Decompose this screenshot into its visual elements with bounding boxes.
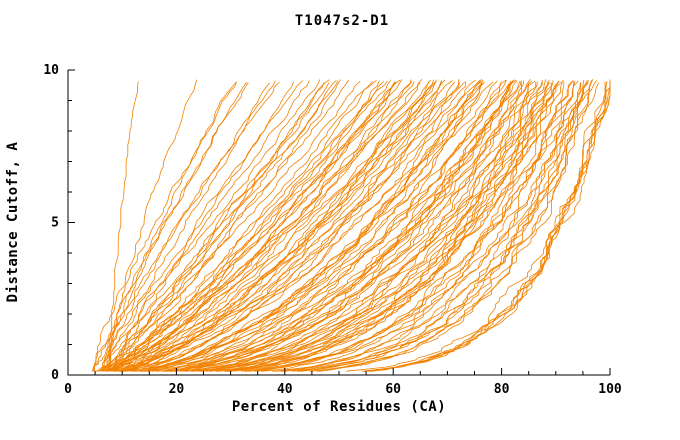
model-curve [243,80,576,372]
axes-group: 0 20 40 60 80 100 0 5 10 [43,63,622,397]
model-curve [95,79,321,372]
model-curve [94,81,237,372]
model-curve [228,79,564,372]
x-axis-label: Percent of Residues (CA) [232,399,446,415]
model-curve [120,79,412,372]
model-curve [109,82,325,372]
y-tick-label: 10 [43,63,59,78]
model-curve [120,81,467,372]
model-curve [301,82,591,372]
model-curve [368,81,611,372]
model-curve [91,81,280,372]
model-curve [105,79,350,372]
x-tick-label: 80 [494,382,510,397]
model-curve [161,81,502,372]
model-curve [98,79,403,372]
y-axis-label: Distance Cutoff, A [5,142,21,303]
curves-group [91,78,611,372]
x-tick-label: 40 [277,382,293,397]
model-curve [272,80,588,372]
model-curve [127,79,481,372]
model-curve [184,81,543,372]
model-curve [140,80,498,372]
x-tick-label: 60 [385,382,401,397]
model-curve [163,79,517,372]
model-curve [106,81,413,372]
model-curve [132,81,465,372]
model-curve [197,79,550,372]
chart-title: T1047s2-D1 [295,13,389,29]
model-curve [181,80,533,372]
x-tick-label: 0 [64,382,72,397]
model-curve [115,81,437,372]
model-curve [108,81,139,372]
model-curve [365,82,611,372]
model-curve [215,82,550,372]
model-curve [93,80,304,372]
model-curve [131,81,483,372]
model-curve [118,81,460,372]
model-curve [95,80,361,372]
model-curve [101,80,310,372]
model-curve [224,80,560,372]
model-curve [363,82,607,372]
model-curve [280,80,590,372]
model-curve [117,79,401,372]
model-curve [99,80,388,372]
model-curve [106,80,276,372]
model-curve [318,82,600,372]
model-curve [123,80,442,372]
model-curve [137,79,483,372]
model-curve [227,82,563,372]
model-curve [105,79,392,372]
model-curve [116,79,446,372]
model-curve [105,82,330,372]
model-curve [261,81,574,372]
model-curve [298,79,594,372]
model-curve [200,79,543,372]
model-curve [310,80,597,372]
model-curve [165,80,522,372]
model-curve [296,79,585,372]
model-curve [226,81,559,372]
model-curve [199,81,538,372]
y-tick-label: 0 [51,368,59,383]
model-curve [247,81,565,372]
model-curve [101,82,397,372]
model-curve [209,79,547,372]
model-curve [130,79,476,372]
model-curve [254,80,574,372]
model-curve [111,78,423,372]
model-curve [217,82,552,372]
model-curve [106,79,435,372]
model-curve [144,82,483,372]
model-curve [292,82,589,372]
model-curve [276,82,581,372]
x-tick-label: 20 [169,382,185,397]
model-curve [112,80,380,372]
model-curve [110,81,373,372]
model-curve [180,80,524,372]
model-curve [162,80,518,372]
model-curve [174,80,521,372]
model-curve [106,82,421,372]
model-curve [165,80,514,372]
model-curve [94,82,249,372]
model-curve [142,81,482,372]
model-curve [123,80,443,372]
model-curve [122,79,431,372]
y-tick-label: 5 [51,216,59,231]
x-tick-label: 100 [598,382,622,397]
